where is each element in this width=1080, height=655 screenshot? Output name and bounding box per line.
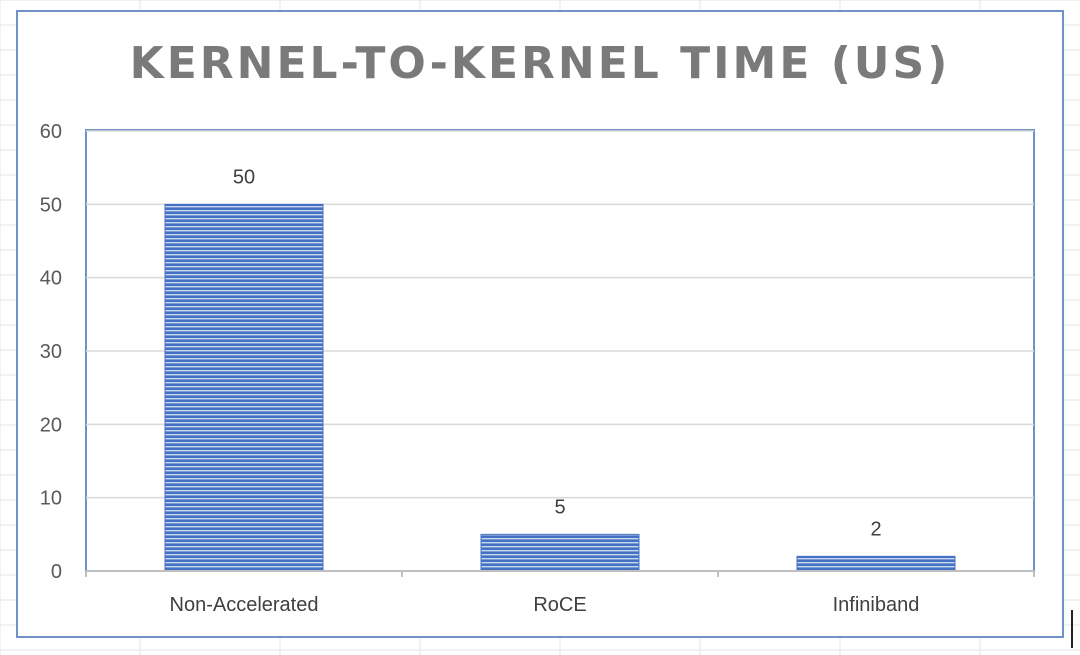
x-tick-label: RoCE [533,594,586,616]
bar-roce[interactable] [480,533,640,572]
y-tick-label: 0 [51,561,62,583]
y-tick-label: 30 [40,341,62,363]
y-tick-label: 50 [40,194,62,216]
y-tick-label: 20 [40,414,62,436]
data-label: 5 [554,496,565,518]
y-tick-label: 40 [40,268,62,290]
x-axis [85,570,1035,577]
text-cursor [1071,610,1073,648]
x-tick-label: Infiniband [833,594,920,616]
data-label: 50 [233,166,255,188]
y-tick-label: 60 [40,121,62,143]
bar-data-labels: 50 5 2 [233,166,882,540]
data-label: 2 [870,518,881,540]
chart-title: KERNEL-TO-KERNEL TIME (US) [129,38,951,89]
y-tick-label: 10 [40,488,62,510]
x-axis-category-labels: Non-Accelerated RoCE Infiniband [170,594,920,616]
bar-non-accelerated[interactable] [164,203,324,572]
bar-series [164,203,956,572]
x-tick-label: Non-Accelerated [170,594,319,616]
y-axis-tick-labels: 0 10 20 30 40 50 60 [40,121,62,583]
bar-infiniband[interactable] [796,555,956,572]
